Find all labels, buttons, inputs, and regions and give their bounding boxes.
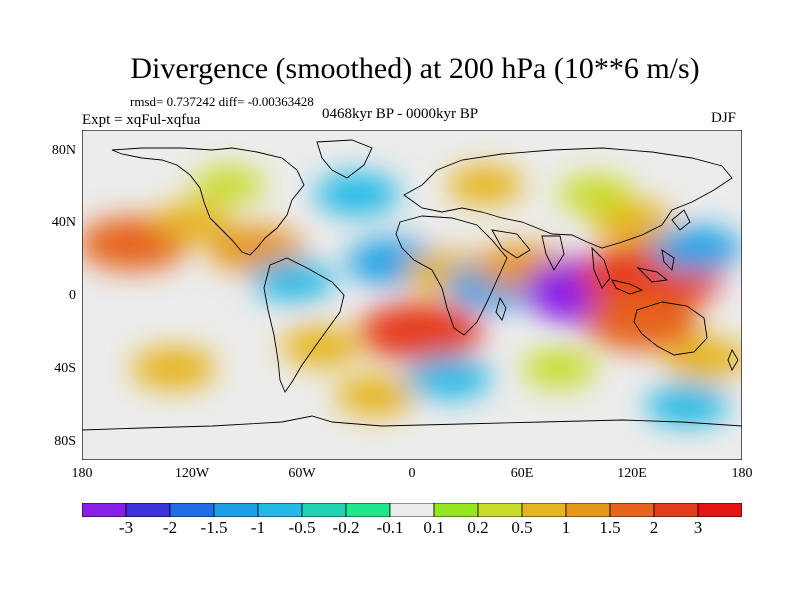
- season-label: DJF: [711, 110, 737, 126]
- lon-label-120e: 120E: [617, 466, 647, 481]
- divergence-map: [82, 130, 742, 460]
- colorbar-box-13: [653, 503, 699, 517]
- coastlines: [82, 130, 742, 460]
- lon-label-0: 0: [408, 466, 416, 481]
- colorbar-box-9: [477, 503, 523, 517]
- colorbar-label-6: -0.1: [376, 518, 404, 537]
- colorbar-box-11: [565, 503, 611, 517]
- colorbar-label-3: -1: [250, 518, 266, 537]
- lat-label-80n: 80N: [51, 143, 76, 158]
- colorbar-box-4: [257, 503, 303, 517]
- colorbar-label-7: 0.1: [423, 518, 445, 537]
- divergence-cell-12: [583, 294, 700, 351]
- lon-label-180e: 180: [731, 466, 753, 481]
- colorbar-box-14: [697, 503, 742, 517]
- lat-label-0: 0: [69, 288, 76, 303]
- lat-label-40s: 40S: [54, 361, 76, 376]
- divergence-cell-3: [251, 259, 335, 302]
- colorbar: [82, 503, 742, 517]
- colorbar-box-2: [169, 503, 215, 517]
- colorbar-label-0: -3: [118, 518, 134, 537]
- divergence-cell-16: [446, 165, 524, 205]
- lon-label-60w: 60W: [288, 466, 316, 481]
- colorbar-box-10: [521, 503, 567, 517]
- divergence-cell-15: [558, 175, 633, 214]
- colorbar-box-12: [609, 503, 655, 517]
- colorbar-label-4: -0.5: [288, 518, 316, 537]
- divergence-cell-21: [406, 356, 492, 399]
- colorbar-label-5: -0.2: [332, 518, 360, 537]
- colorbar-box-0: [82, 503, 127, 517]
- colorbar-label-8: 0.2: [467, 518, 489, 537]
- colorbar-box-7: [389, 503, 435, 517]
- colorbar-box-3: [213, 503, 259, 517]
- divergence-cell-6: [358, 301, 484, 362]
- lon-label-60e: 60E: [510, 466, 534, 481]
- divergence-field: [82, 165, 742, 426]
- colorbar-box-1: [125, 503, 171, 517]
- colorbar-box-5: [301, 503, 347, 517]
- divergence-cell-19: [662, 337, 742, 381]
- lon-label-180w: 180: [71, 466, 93, 481]
- lat-label-80s: 80S: [54, 434, 76, 449]
- divergence-cell-23: [335, 375, 416, 417]
- colorbar-label-1: -2: [162, 518, 178, 537]
- lon-label-120w: 120W: [174, 466, 210, 481]
- divergence-cell-4: [280, 326, 361, 367]
- divergence-cell-24: [645, 384, 729, 426]
- colorbar-label-13: 3: [693, 518, 703, 537]
- colorbar-label-11: 1.5: [599, 518, 621, 537]
- divergence-cell-20: [131, 346, 217, 390]
- period-label: 0468kyr BP - 0000kyr BP: [322, 106, 479, 122]
- divergence-cell-22: [521, 349, 596, 388]
- experiment-label: Expt = xqFul-xqfua: [82, 112, 201, 128]
- divergence-cell-18: [193, 166, 265, 204]
- divergence-cell-17: [314, 172, 400, 216]
- plot-title: Divergence (smoothed) at 200 hPa (10**6 …: [130, 52, 700, 85]
- colorbar-label-2: -1.5: [200, 518, 228, 537]
- colorbar-label-9: 0.5: [511, 518, 533, 537]
- lat-label-40n: 40N: [51, 215, 76, 230]
- colorbar-label-10: 1: [561, 518, 571, 537]
- divergence-cell-2: [153, 202, 231, 242]
- stats-label: rmsd= 0.737242 diff= -0.00363428: [130, 94, 314, 109]
- colorbar-box-8: [433, 503, 479, 517]
- colorbar-label-12: 2: [649, 518, 659, 537]
- colorbar-box-6: [345, 503, 391, 517]
